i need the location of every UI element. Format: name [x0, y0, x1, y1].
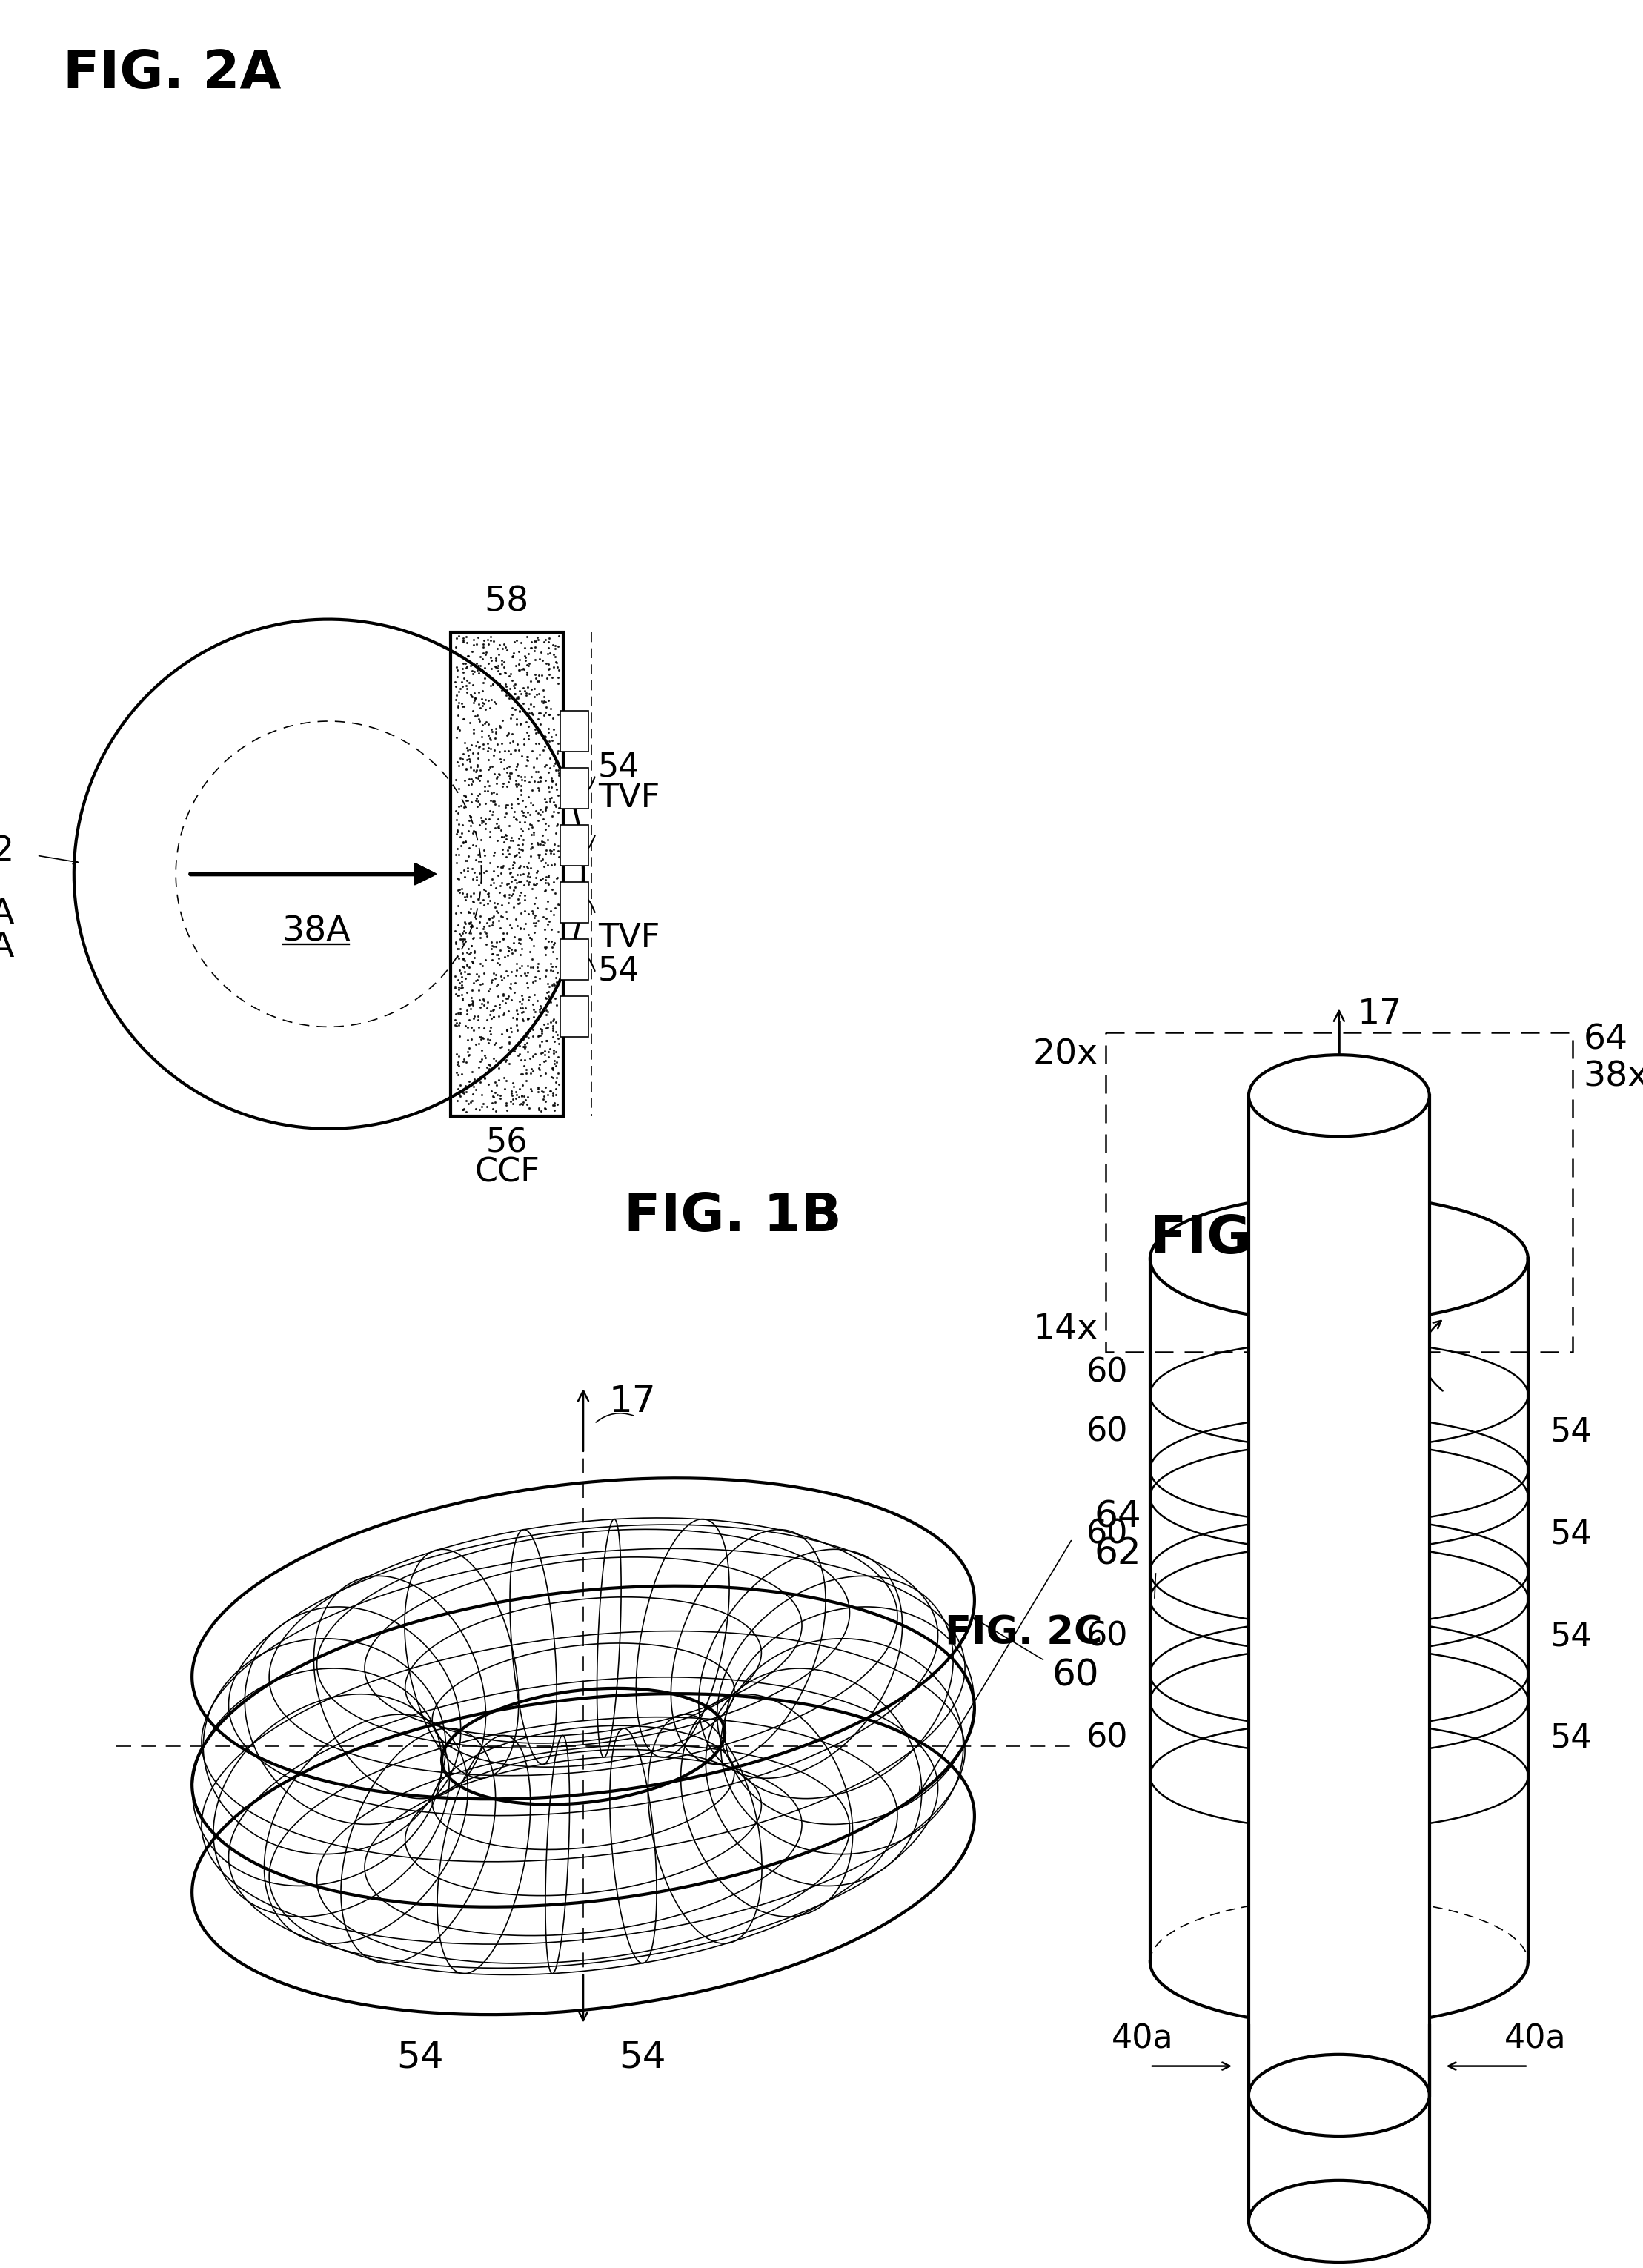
- Text: 52: 52: [0, 835, 15, 869]
- Text: 20A: 20A: [0, 932, 15, 964]
- Text: 26A: 26A: [0, 898, 15, 932]
- Text: TVF: TVF: [598, 921, 660, 953]
- Text: 14x: 14x: [1033, 1313, 1098, 1347]
- Bar: [560, 710, 588, 751]
- Text: 60: 60: [1086, 1415, 1127, 1449]
- Text: 54: 54: [1551, 1619, 1592, 1653]
- Text: 60: 60: [1086, 1721, 1127, 1755]
- Bar: [560, 826, 588, 866]
- Text: 40a: 40a: [1505, 2023, 1566, 2055]
- Ellipse shape: [1249, 1055, 1429, 1136]
- Text: 40a: 40a: [1112, 2023, 1173, 2055]
- Text: CCF: CCF: [475, 1157, 539, 1188]
- Text: 60: 60: [1086, 1619, 1127, 1653]
- Ellipse shape: [1249, 2055, 1429, 2136]
- Text: 54: 54: [1551, 1415, 1592, 1449]
- Text: FIG. 2A: FIG. 2A: [62, 48, 281, 100]
- Text: 60: 60: [1052, 1658, 1099, 1694]
- Bar: [560, 769, 588, 810]
- Bar: [560, 996, 588, 1036]
- Text: 60: 60: [1086, 1356, 1127, 1388]
- Text: 64: 64: [1094, 1499, 1142, 1535]
- Text: 17: 17: [610, 1383, 656, 1420]
- Text: 58: 58: [485, 585, 529, 619]
- Text: 20x: 20x: [1033, 1039, 1098, 1070]
- Bar: [450, 633, 564, 1116]
- Text: FIG. 2B: FIG. 2B: [1150, 1213, 1367, 1266]
- Text: 54: 54: [1551, 1721, 1592, 1755]
- Text: 54: 54: [1551, 1517, 1592, 1551]
- Text: 38x: 38x: [1584, 1061, 1643, 1093]
- Ellipse shape: [1249, 2180, 1429, 2261]
- Text: FIG. 2C: FIG. 2C: [945, 1615, 1102, 1651]
- Text: TVF: TVF: [598, 782, 660, 814]
- Text: 54: 54: [619, 2039, 665, 2075]
- Text: 60: 60: [1086, 1517, 1127, 1551]
- Text: 62: 62: [1094, 1535, 1142, 1572]
- Text: 56: 56: [486, 1127, 527, 1159]
- Bar: [560, 882, 588, 923]
- Text: FIG. 1B: FIG. 1B: [624, 1191, 841, 1243]
- Bar: [560, 939, 588, 980]
- Text: 17: 17: [1357, 998, 1401, 1032]
- Text: 54: 54: [598, 751, 641, 782]
- Text: 54: 54: [396, 2039, 444, 2075]
- Text: 64: 64: [1584, 1023, 1628, 1057]
- Text: 54: 54: [598, 955, 641, 987]
- Text: 38A: 38A: [281, 914, 350, 948]
